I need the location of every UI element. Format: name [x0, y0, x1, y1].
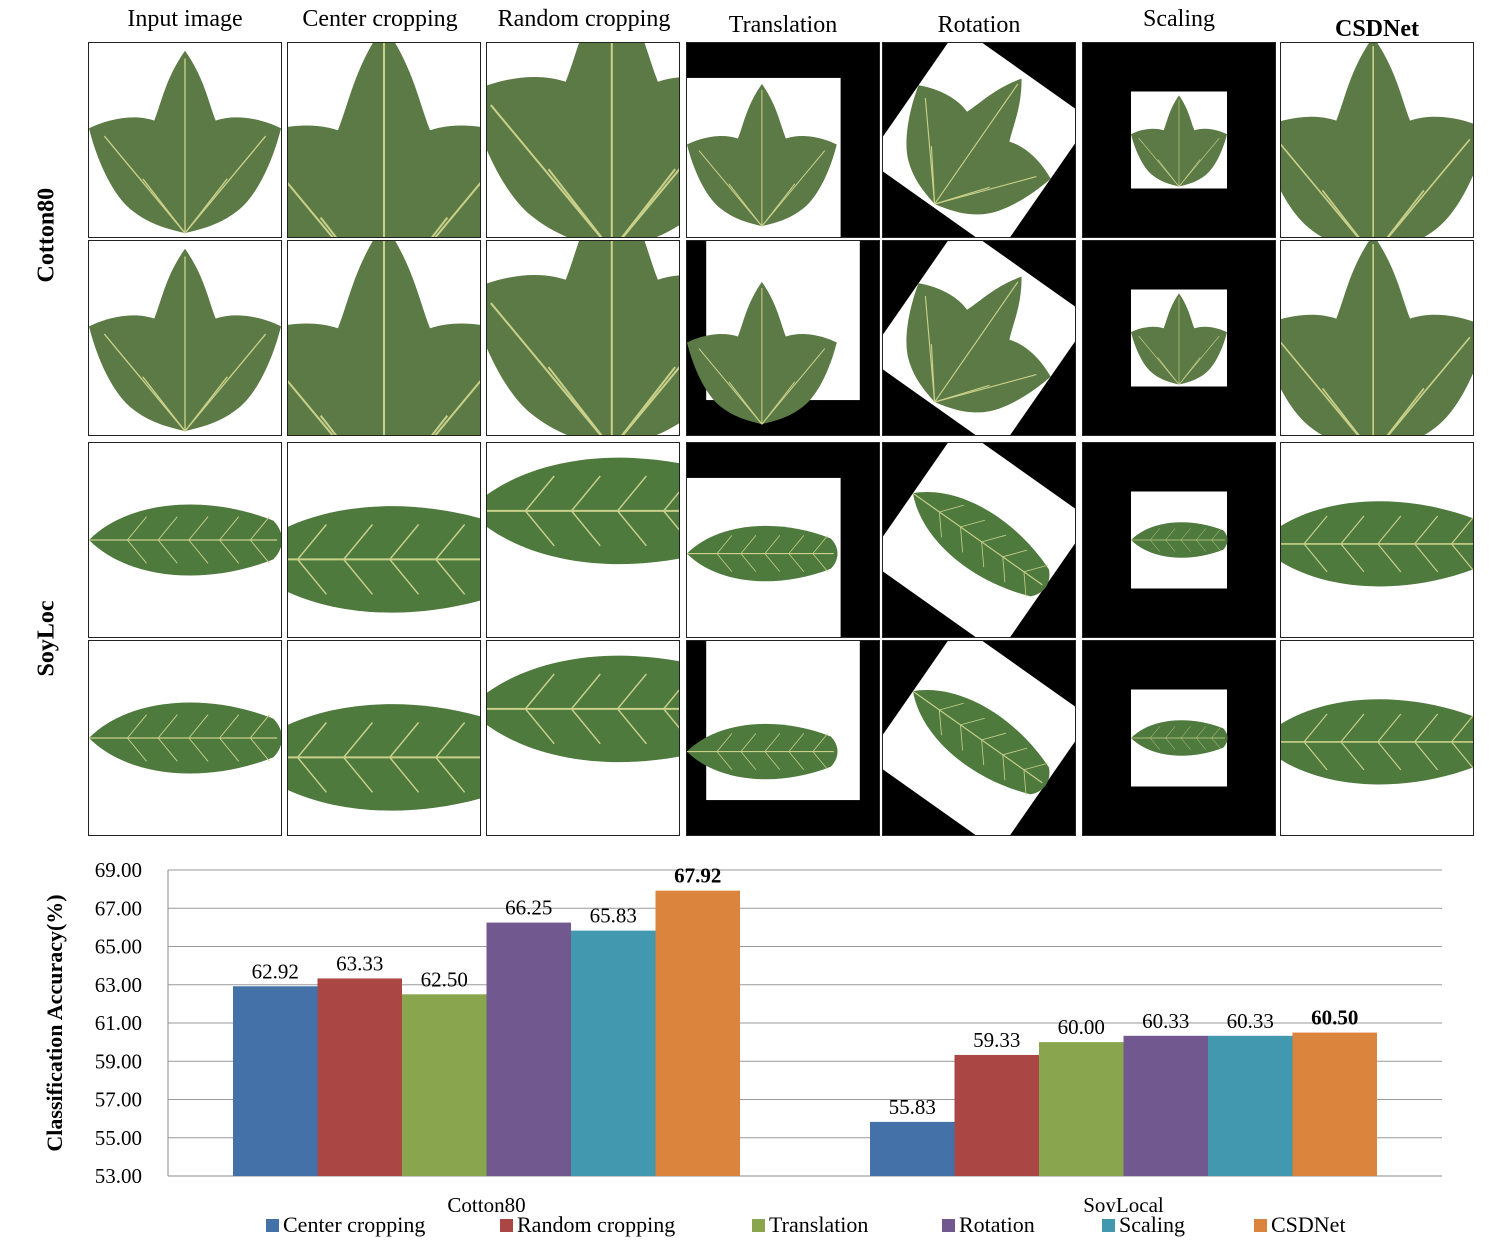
leaf-image-soy-row3-center-cropping	[287, 442, 481, 638]
y-tick-label: 67.00	[95, 896, 142, 920]
bar-random-cropping-cotton80	[317, 978, 402, 1176]
bar-translation-soylocal	[1039, 1042, 1124, 1176]
leaf-image-cotton-row2-rotation	[882, 240, 1076, 436]
leaf-image-cotton-row2-center-cropping	[287, 240, 481, 436]
y-tick-label: 59.00	[95, 1049, 142, 1073]
bar-scaling-cotton80	[571, 930, 656, 1176]
legend-item-random-cropping: Random cropping	[500, 1212, 675, 1238]
data-label: 59.33	[973, 1028, 1020, 1052]
y-tick-label: 63.00	[95, 973, 142, 997]
data-label: 63.33	[336, 951, 383, 975]
data-label: 60.33	[1142, 1009, 1189, 1033]
legend-label: Random cropping	[517, 1212, 676, 1237]
legend-label: Scaling	[1119, 1212, 1185, 1237]
legend-label: Rotation	[959, 1212, 1035, 1237]
leaf-image-cotton-row2-csdnet	[1280, 240, 1474, 436]
leaf-image-soy-row4-scaling	[1082, 640, 1276, 836]
row-label-cotton80: Cotton80	[33, 187, 60, 283]
legend-label: Translation	[769, 1212, 869, 1237]
data-label: 65.83	[590, 904, 637, 928]
legend-swatch	[942, 1218, 955, 1232]
leaf-image-soy-row3-translation	[686, 442, 880, 638]
bar-center-cropping-soylocal	[870, 1121, 955, 1176]
leaf-image-soy-row4-csdnet	[1280, 640, 1474, 836]
column-title-rotation: Rotation	[937, 12, 1021, 38]
bar-csdnet-soylocal	[1292, 1032, 1377, 1176]
leaf-image-cotton-row1-scaling	[1082, 42, 1276, 238]
y-tick-label: 53.00	[95, 1164, 142, 1188]
leaf-image-soy-row3-csdnet	[1280, 442, 1474, 638]
leaf-image-cotton-row1-input	[88, 42, 282, 238]
y-tick-label: 65.00	[95, 935, 142, 959]
column-title-csdnet: CSDNet	[1335, 16, 1419, 42]
data-label: 62.50	[421, 967, 468, 991]
data-label: 62.92	[252, 959, 299, 983]
legend-item-translation: Translation	[752, 1212, 868, 1238]
legend-item-csdnet: CSDNet	[1254, 1212, 1346, 1238]
chart-legend: Center cropping Random cropping Translatio…	[0, 1212, 1494, 1242]
leaf-image-cotton-row2-scaling	[1082, 240, 1276, 436]
data-label: 60.50	[1311, 1006, 1358, 1030]
column-title-input: Input image	[127, 6, 243, 32]
bar-center-cropping-cotton80	[233, 986, 318, 1176]
leaf-image-cotton-row1-random-cropping	[486, 42, 680, 238]
leaf-image-soy-row3-input	[88, 442, 282, 638]
data-label: 60.00	[1058, 1015, 1105, 1039]
legend-swatch	[1254, 1218, 1267, 1232]
y-tick-label: 55.00	[95, 1126, 142, 1150]
bar-csdnet-cotton80	[655, 890, 740, 1176]
leaf-image-cotton-row1-center-cropping	[287, 42, 481, 238]
legend-item-rotation: Rotation	[942, 1212, 1035, 1238]
leaf-image-cotton-row1-rotation	[882, 42, 1076, 238]
leaf-image-soy-row3-random-cropping	[486, 442, 680, 638]
leaf-image-cotton-row1-csdnet	[1280, 42, 1474, 238]
bar-random-cropping-soylocal	[954, 1054, 1039, 1176]
bar-rotation-soylocal	[1123, 1035, 1208, 1176]
leaf-image-soy-row4-random-cropping	[486, 640, 680, 836]
leaf-image-cotton-row2-random-cropping	[486, 240, 680, 436]
y-tick-label: 57.00	[95, 1088, 142, 1112]
legend-item-center-cropping: Center cropping	[266, 1212, 425, 1238]
leaf-image-soy-row4-translation	[686, 640, 880, 836]
column-title-center-cropping: Center cropping	[302, 6, 458, 32]
row-label-soyloc: SoyLoc	[33, 600, 60, 677]
x-category-label: SoyLocal	[1083, 1193, 1164, 1212]
legend-item-scaling: Scaling	[1102, 1212, 1185, 1238]
bar-rotation-cotton80	[486, 922, 571, 1176]
leaf-image-soy-row3-rotation	[882, 442, 1076, 638]
data-label: 60.33	[1227, 1009, 1274, 1033]
leaf-image-cotton-row2-input	[88, 240, 282, 436]
leaf-image-soy-row4-input	[88, 640, 282, 836]
column-title-scaling: Scaling	[1143, 6, 1215, 32]
x-category-label: Cotton80	[447, 1193, 525, 1212]
legend-label: CSDNet	[1271, 1212, 1346, 1237]
bar-chart: 53.00 55.00 57.00 59.00 61.00 63.00 65.00 67.00…	[42, 858, 1442, 1212]
legend-label: Center cropping	[283, 1212, 426, 1237]
leaf-image-soy-row4-center-cropping	[287, 640, 481, 836]
leaf-image-cotton-row1-translation	[686, 42, 880, 238]
legend-swatch	[1102, 1218, 1115, 1232]
data-label: 66.25	[505, 896, 552, 920]
y-tick-label: 61.00	[95, 1011, 142, 1035]
legend-swatch	[500, 1218, 513, 1232]
legend-swatch	[752, 1218, 765, 1232]
leaf-image-soy-row4-rotation	[882, 640, 1076, 836]
data-label: 67.92	[674, 864, 721, 888]
bar-scaling-soylocal	[1208, 1035, 1293, 1176]
legend-swatch	[266, 1218, 279, 1232]
leaf-image-soy-row3-scaling	[1082, 442, 1276, 638]
column-title-random-cropping: Random cropping	[497, 6, 671, 32]
y-tick-label: 69.00	[95, 858, 142, 882]
leaf-image-cotton-row2-translation	[686, 240, 880, 436]
column-title-translation: Translation	[728, 12, 838, 38]
data-label: 55.83	[889, 1095, 936, 1119]
bar-translation-cotton80	[402, 994, 487, 1176]
y-axis-title: Classification Accuracy(%)	[42, 894, 67, 1151]
